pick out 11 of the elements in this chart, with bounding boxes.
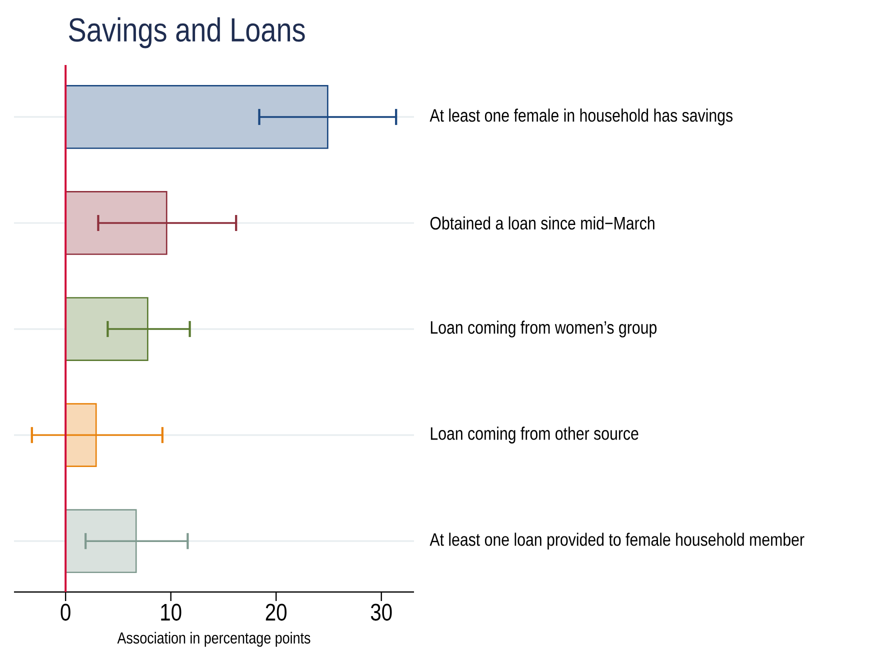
chart-title: Savings and Loans: [68, 17, 305, 48]
y-tick-label: At least one loan provided to female household member: [430, 532, 804, 550]
x-tick-label: 0: [60, 604, 70, 621]
x-tick-label: 10: [161, 604, 182, 621]
y-tick-label: At least one female in household has savings: [430, 108, 733, 126]
x-tick-label: 20: [266, 604, 287, 621]
y-tick-label: Loan coming from women’s group: [430, 320, 657, 338]
x-tick-label: 30: [370, 604, 392, 621]
y-tick-label: Loan coming from other source: [430, 426, 638, 444]
y-tick-label: Obtained a loan since mid−March: [430, 216, 654, 230]
x-axis-title: Association in percentage points: [117, 632, 310, 647]
